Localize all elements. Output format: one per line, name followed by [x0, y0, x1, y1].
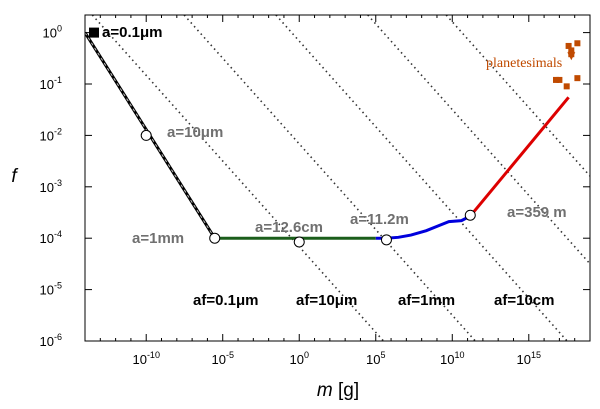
planetesimal-arrow: [567, 52, 576, 61]
planetesimal-point: [568, 47, 575, 54]
y-tick-label: 10-1: [40, 75, 62, 92]
marker-label: a=12.6cm: [255, 219, 323, 236]
x-tick-label: 1010: [440, 350, 464, 367]
planetesimal-point: [574, 40, 581, 47]
marker-label: a=10μm: [167, 124, 223, 141]
y-tick-label: 10-6: [40, 332, 62, 349]
x-axis-title: m [g]: [317, 380, 359, 401]
marker-point: [464, 209, 476, 221]
iso-line-label: af=10μm: [296, 292, 357, 309]
marker-point: [293, 236, 305, 248]
marker-label: a=11.2m: [350, 211, 409, 228]
planetesimal-point: [563, 83, 570, 90]
marker-label: a=0.1μm: [102, 24, 162, 41]
series-line-3: [469, 96, 570, 217]
y-tick-label: 10-5: [40, 281, 62, 298]
axis-ticks: 10-10 10-5 100 105 1010 1015 100 10-1 10-2 10-3 10…: [40, 15, 591, 367]
marker-point: [89, 27, 99, 38]
planetesimals-label: planetesimals: [486, 56, 562, 71]
y-tick-label: 10-2: [40, 126, 62, 143]
y-tick-label: 10-4: [40, 229, 62, 246]
iso-line-label: af=1mm: [398, 292, 455, 309]
planetesimal-point: [565, 42, 572, 49]
annotations: a=0.1μm a=10μm a=1mm a=12.6cm a=11.2m a=359 m…: [102, 24, 567, 309]
x-tick-label: 1015: [517, 350, 541, 367]
marker-point: [209, 232, 221, 244]
marker-points: [89, 27, 476, 248]
y-tick-label: 100: [43, 24, 62, 41]
x-tick-label: 10-5: [211, 350, 233, 367]
marker-label: a=359 m: [507, 204, 567, 221]
x-tick-label: 105: [366, 350, 385, 367]
y-axis-title: f: [11, 166, 18, 187]
plot-frame: [84, 14, 591, 342]
marker-label: a=1mm: [132, 230, 184, 247]
marker-point: [140, 129, 152, 141]
planetesimal-point: [552, 76, 559, 83]
planetesimals-points: [552, 40, 581, 90]
marker-point: [380, 234, 392, 246]
x-tick-label: 100: [290, 350, 309, 367]
iso-line-label: af=0.1μm: [193, 292, 258, 309]
iso-line-label: af=10cm: [494, 292, 554, 309]
y-tick-label: 10-3: [40, 178, 62, 195]
planetesimal-point: [574, 75, 581, 82]
planetesimal-point: [556, 76, 563, 83]
x-tick-label: 10-10: [132, 350, 159, 367]
